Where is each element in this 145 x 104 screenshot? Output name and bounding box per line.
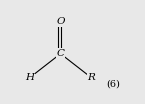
Text: O: O [56,17,65,26]
Text: R: R [87,73,95,82]
Text: C: C [57,49,65,58]
Text: (6): (6) [107,80,120,89]
Text: H: H [25,73,34,82]
